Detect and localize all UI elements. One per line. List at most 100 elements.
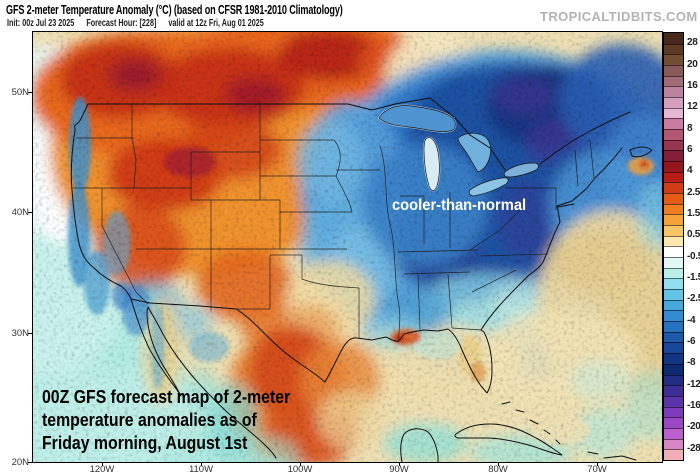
colorbar-label: 8 [687, 122, 693, 134]
lat-tick [28, 212, 33, 213]
lon-label: 90W [389, 464, 409, 475]
colorbar-segment [664, 449, 683, 460]
lon-tick [201, 462, 202, 466]
lon-label: 80W [488, 464, 508, 475]
colorbar-segment [664, 331, 683, 343]
colorbar-segment [664, 427, 683, 439]
colorbar-segment [664, 395, 683, 407]
colorbar-segment [664, 97, 683, 108]
lon-tick [300, 462, 301, 466]
colorbar-segment [664, 353, 683, 364]
colorbar-segment [664, 203, 683, 215]
init-time: Init: 00z Jul 23 2025 [7, 18, 75, 29]
lake-superior [378, 105, 456, 133]
lon-label: 70W [587, 464, 607, 475]
lon-tick [597, 462, 598, 466]
tropicaltidbits-watermark: TROPICALTIDBITS.COM [540, 9, 698, 24]
lon-tick [399, 462, 400, 466]
colorbar-segment [664, 150, 683, 162]
colorbar-segment [664, 321, 683, 332]
colorbar-label: -6 [687, 336, 696, 348]
colorbar [663, 32, 684, 461]
colorbar-segment [664, 54, 683, 66]
colorbar-segment [664, 267, 683, 279]
colorbar-segment [664, 33, 683, 44]
colorbar-label: 2.5 [687, 186, 700, 198]
colorbar-segment [664, 310, 683, 322]
colorbar-label: -8 [687, 357, 696, 369]
colorbar-label: -28 [687, 442, 700, 454]
colorbar-label: 0.5 [687, 229, 700, 241]
colorbar-segment [664, 118, 683, 130]
colorbar-label: -2.5 [687, 293, 700, 305]
lat-tick [28, 92, 33, 93]
lake-erie [468, 177, 509, 197]
colorbar-label: -4 [687, 314, 696, 326]
forecast-annotation-line1: 00Z GFS forecast map of 2-meter [42, 387, 291, 407]
colorbar-segment [664, 363, 683, 375]
lat-label: 40N [11, 207, 29, 218]
anomaly-map [32, 31, 663, 463]
colorbar-label: 12 [687, 101, 698, 113]
run-info: Init: 00z Jul 23 2025 Forecast Hour: [22… [7, 18, 274, 29]
colorbar-label: -1.5 [687, 272, 700, 284]
colorbar-segment [664, 385, 683, 396]
colorbar-segment [664, 374, 683, 386]
lon-label: 110W [188, 464, 214, 475]
colorbar-segment [664, 417, 683, 428]
lon-label: 100W [287, 464, 313, 475]
colorbar-segment [664, 235, 683, 247]
colorbar-segment [664, 65, 683, 76]
cooler-annotation: cooler-than-normal [392, 197, 527, 214]
valid-time: valid at 12z Fri, Aug 01 2025 [168, 18, 264, 29]
lat-label: 30N [11, 328, 29, 339]
colorbar-label: 20 [687, 58, 698, 70]
lat-tick [28, 462, 33, 463]
colorbar-label: -0.5 [687, 250, 700, 262]
colorbar-segment [664, 182, 683, 194]
lat-label: 20N [11, 457, 29, 468]
forecast-hour: Forecast Hour: [228] [86, 18, 157, 29]
colorbar-label: 4 [687, 165, 693, 177]
colorbar-label: 6 [687, 143, 693, 155]
forecast-annotation-line3: Friday morning, August 1st [42, 433, 248, 453]
colorbar-segment [664, 75, 683, 87]
colorbar-segment [664, 107, 683, 119]
colorbar-segment [664, 193, 683, 204]
colorbar-segment [664, 299, 683, 311]
lon-tick [498, 462, 499, 466]
lon-label: 120W [89, 464, 115, 475]
state-borders [73, 104, 595, 341]
colorbar-segment [664, 246, 683, 258]
coastlines [70, 97, 653, 462]
colorbar-label: 1.5 [687, 207, 700, 219]
lake-ontario [503, 162, 539, 178]
colorbar-label: -20 [687, 421, 700, 433]
forecast-annotation-line2: temperature anomalies as of [42, 410, 257, 430]
colorbar-segment [664, 278, 683, 290]
colorbar-label: 16 [687, 79, 698, 91]
forecast-annotation: 00Z GFS forecast map of 2-meter temperat… [42, 386, 290, 455]
colorbar-label: -12 [687, 378, 700, 390]
colorbar-segment [664, 161, 683, 172]
colorbar-label: 28 [687, 37, 698, 49]
colorbar-segment [664, 86, 683, 98]
colorbar-segment [664, 289, 683, 300]
colorbar-segment [664, 406, 683, 418]
colorbar-label: -16 [687, 400, 700, 412]
lake-michigan [423, 137, 440, 191]
colorbar-segment [664, 342, 683, 354]
colorbar-segment [664, 171, 683, 183]
colorbar-segment [664, 257, 683, 268]
colorbar-segment [664, 43, 683, 55]
lat-label: 50N [11, 87, 29, 98]
colorbar-segment [664, 438, 683, 450]
lon-tick [102, 462, 103, 466]
colorbar-segment [664, 129, 683, 140]
colorbar-segment [664, 225, 683, 236]
colorbar-segment [664, 139, 683, 151]
page-title: GFS 2-meter Temperature Anomaly (°C) (ba… [6, 2, 343, 17]
colorbar-segment [664, 214, 683, 226]
lat-tick [28, 333, 33, 334]
